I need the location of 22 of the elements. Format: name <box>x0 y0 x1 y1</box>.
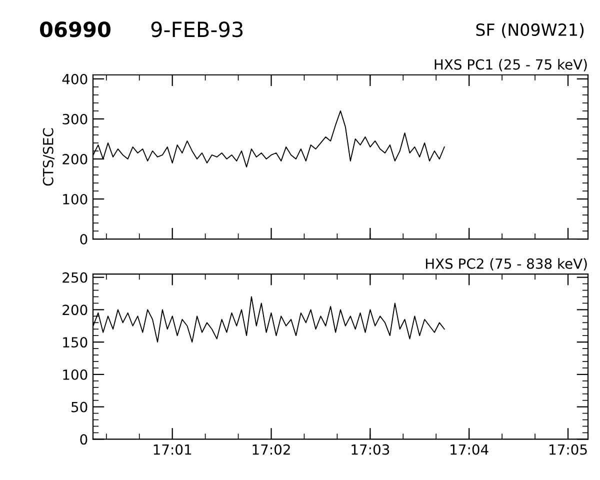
y-tick-label: 0 <box>80 434 88 445</box>
y-tick-label: 200 <box>62 154 88 164</box>
chart-title: HXS PC2 (75 - 838 keV) <box>426 258 587 271</box>
y-axis-title: CTS/SEC <box>42 128 54 186</box>
x-tick-label: 17:03 <box>352 444 390 455</box>
x-tick-label: 17:01 <box>154 444 192 455</box>
y-tick-label: 250 <box>62 272 88 283</box>
text: 9-FEB-93 <box>151 21 243 38</box>
x-tick-label: 17:05 <box>550 444 587 455</box>
x-tick-label: 17:02 <box>252 444 290 455</box>
chart-title: HXS PC1 (25 - 75 keV) <box>434 58 587 72</box>
y-tick-label: 300 <box>62 114 88 124</box>
y-tick-label: 200 <box>62 304 88 316</box>
text: 06990 <box>40 21 110 38</box>
y-tick-label: 0 <box>80 234 88 245</box>
x-tick-label: 17:04 <box>450 444 488 455</box>
y-tick-label: 100 <box>63 369 88 380</box>
y-tick-label: 150 <box>63 337 88 348</box>
text: SF (N09W21) <box>476 23 584 38</box>
y-tick-label: 100 <box>63 194 88 204</box>
y-tick-label: 50 <box>72 402 88 412</box>
y-tick-label: 400 <box>62 74 88 84</box>
